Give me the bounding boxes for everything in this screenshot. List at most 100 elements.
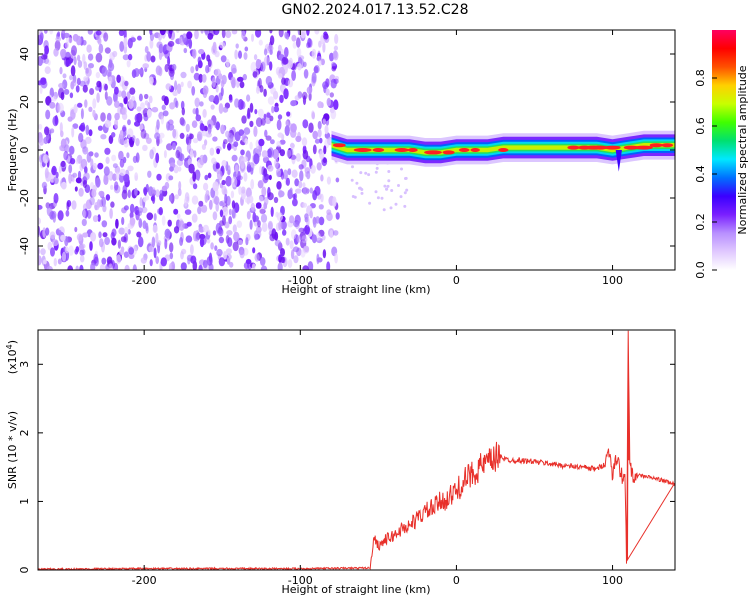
noise-speckle	[79, 243, 86, 249]
noise-speckle	[180, 262, 187, 270]
noise-speckle	[202, 224, 209, 233]
noise-speckle	[261, 222, 268, 233]
y-tick-label: 0	[18, 567, 31, 574]
noise-speckle	[224, 221, 230, 229]
noise-speckle	[82, 232, 89, 238]
noise-speckle	[383, 184, 387, 188]
noise-speckle	[292, 193, 296, 200]
noise-speckle	[219, 200, 224, 207]
y-tick-label: 1	[18, 498, 31, 505]
noise-speckle	[127, 119, 131, 126]
noise-speckle	[335, 212, 340, 220]
colorbar-tick-label: 0.0	[694, 261, 707, 279]
noise-speckle	[246, 94, 251, 102]
colorbar-tick-label: 0.6	[694, 117, 707, 135]
noise-speckle	[285, 120, 289, 126]
noise-speckle	[88, 62, 94, 69]
noise-speckle	[152, 187, 156, 196]
noise-speckle	[139, 123, 144, 131]
noise-speckle	[138, 93, 143, 102]
svg-text:(x104): (x104)	[5, 340, 19, 374]
noise-speckle	[95, 30, 102, 36]
noise-speckle	[186, 133, 190, 145]
noise-speckle	[273, 196, 279, 204]
noise-speckle	[295, 153, 301, 162]
noise-speckle	[250, 179, 255, 190]
noise-speckle	[53, 193, 59, 204]
noise-speckle	[52, 239, 59, 247]
noise-speckle	[227, 237, 233, 248]
noise-speckle	[78, 187, 84, 197]
noise-speckle	[244, 138, 249, 145]
noise-speckle	[191, 195, 199, 205]
noise-speckle	[322, 42, 326, 53]
noise-speckle	[265, 117, 271, 125]
noise-speckle	[230, 76, 236, 86]
noise-speckle	[161, 215, 166, 226]
noise-speckle	[155, 232, 159, 244]
noise-speckle	[290, 249, 295, 260]
noise-speckle	[92, 215, 99, 223]
noise-speckle	[261, 150, 268, 158]
noise-speckle	[387, 179, 391, 183]
noise-speckle	[58, 82, 65, 89]
noise-speckle	[278, 73, 283, 79]
signal-dip	[615, 150, 622, 172]
noise-speckle	[168, 194, 173, 202]
noise-speckle	[169, 102, 176, 110]
noise-speckle	[46, 265, 53, 270]
noise-speckle	[198, 73, 203, 83]
noise-speckle	[111, 154, 117, 162]
noise-speckle	[59, 122, 63, 134]
noise-speckle	[195, 107, 199, 117]
noise-speckle	[258, 39, 263, 46]
noise-speckle	[173, 226, 180, 234]
noise-speckle	[220, 55, 227, 63]
noise-speckle	[104, 147, 111, 155]
noise-speckle	[191, 86, 196, 96]
noise-speckle	[204, 30, 209, 36]
noise-speckle	[203, 125, 208, 132]
noise-speckle	[218, 73, 223, 80]
noise-speckle	[195, 232, 200, 242]
noise-speckle	[219, 41, 226, 49]
noise-speckle	[214, 245, 218, 252]
noise-speckle	[105, 156, 110, 164]
noise-speckle	[280, 256, 285, 264]
noise-speckle	[78, 132, 84, 143]
noise-speckle	[210, 104, 215, 110]
signal-peak	[353, 148, 372, 152]
noise-speckle	[291, 70, 296, 81]
noise-speckle	[114, 118, 119, 129]
noise-speckle	[211, 157, 217, 165]
noise-speckle	[267, 164, 274, 172]
noise-speckle	[218, 103, 224, 114]
noise-speckle	[123, 173, 130, 183]
noise-speckle	[60, 91, 65, 101]
noise-speckle	[241, 30, 246, 40]
noise-speckle	[149, 259, 153, 267]
noise-speckle	[374, 170, 378, 174]
noise-speckle	[265, 75, 273, 86]
noise-speckle	[294, 178, 300, 187]
snr-scale-note: (x104)	[5, 340, 19, 374]
noise-speckle	[329, 92, 334, 98]
noise-speckle	[169, 252, 174, 260]
noise-speckle	[53, 176, 59, 185]
noise-speckle	[142, 144, 148, 152]
noise-speckle	[251, 263, 256, 270]
noise-speckle	[257, 108, 264, 118]
noise-speckle	[280, 248, 285, 257]
signal-peak	[442, 150, 455, 155]
noise-speckle	[70, 65, 76, 77]
noise-speckle	[117, 239, 121, 249]
noise-speckle	[69, 92, 74, 99]
noise-speckle	[53, 258, 57, 267]
noise-speckle	[312, 144, 317, 155]
noise-speckle	[237, 170, 241, 182]
noise-speckle	[178, 181, 182, 191]
noise-speckle	[202, 85, 209, 95]
noise-speckle	[312, 130, 319, 140]
noise-speckle	[229, 261, 234, 268]
